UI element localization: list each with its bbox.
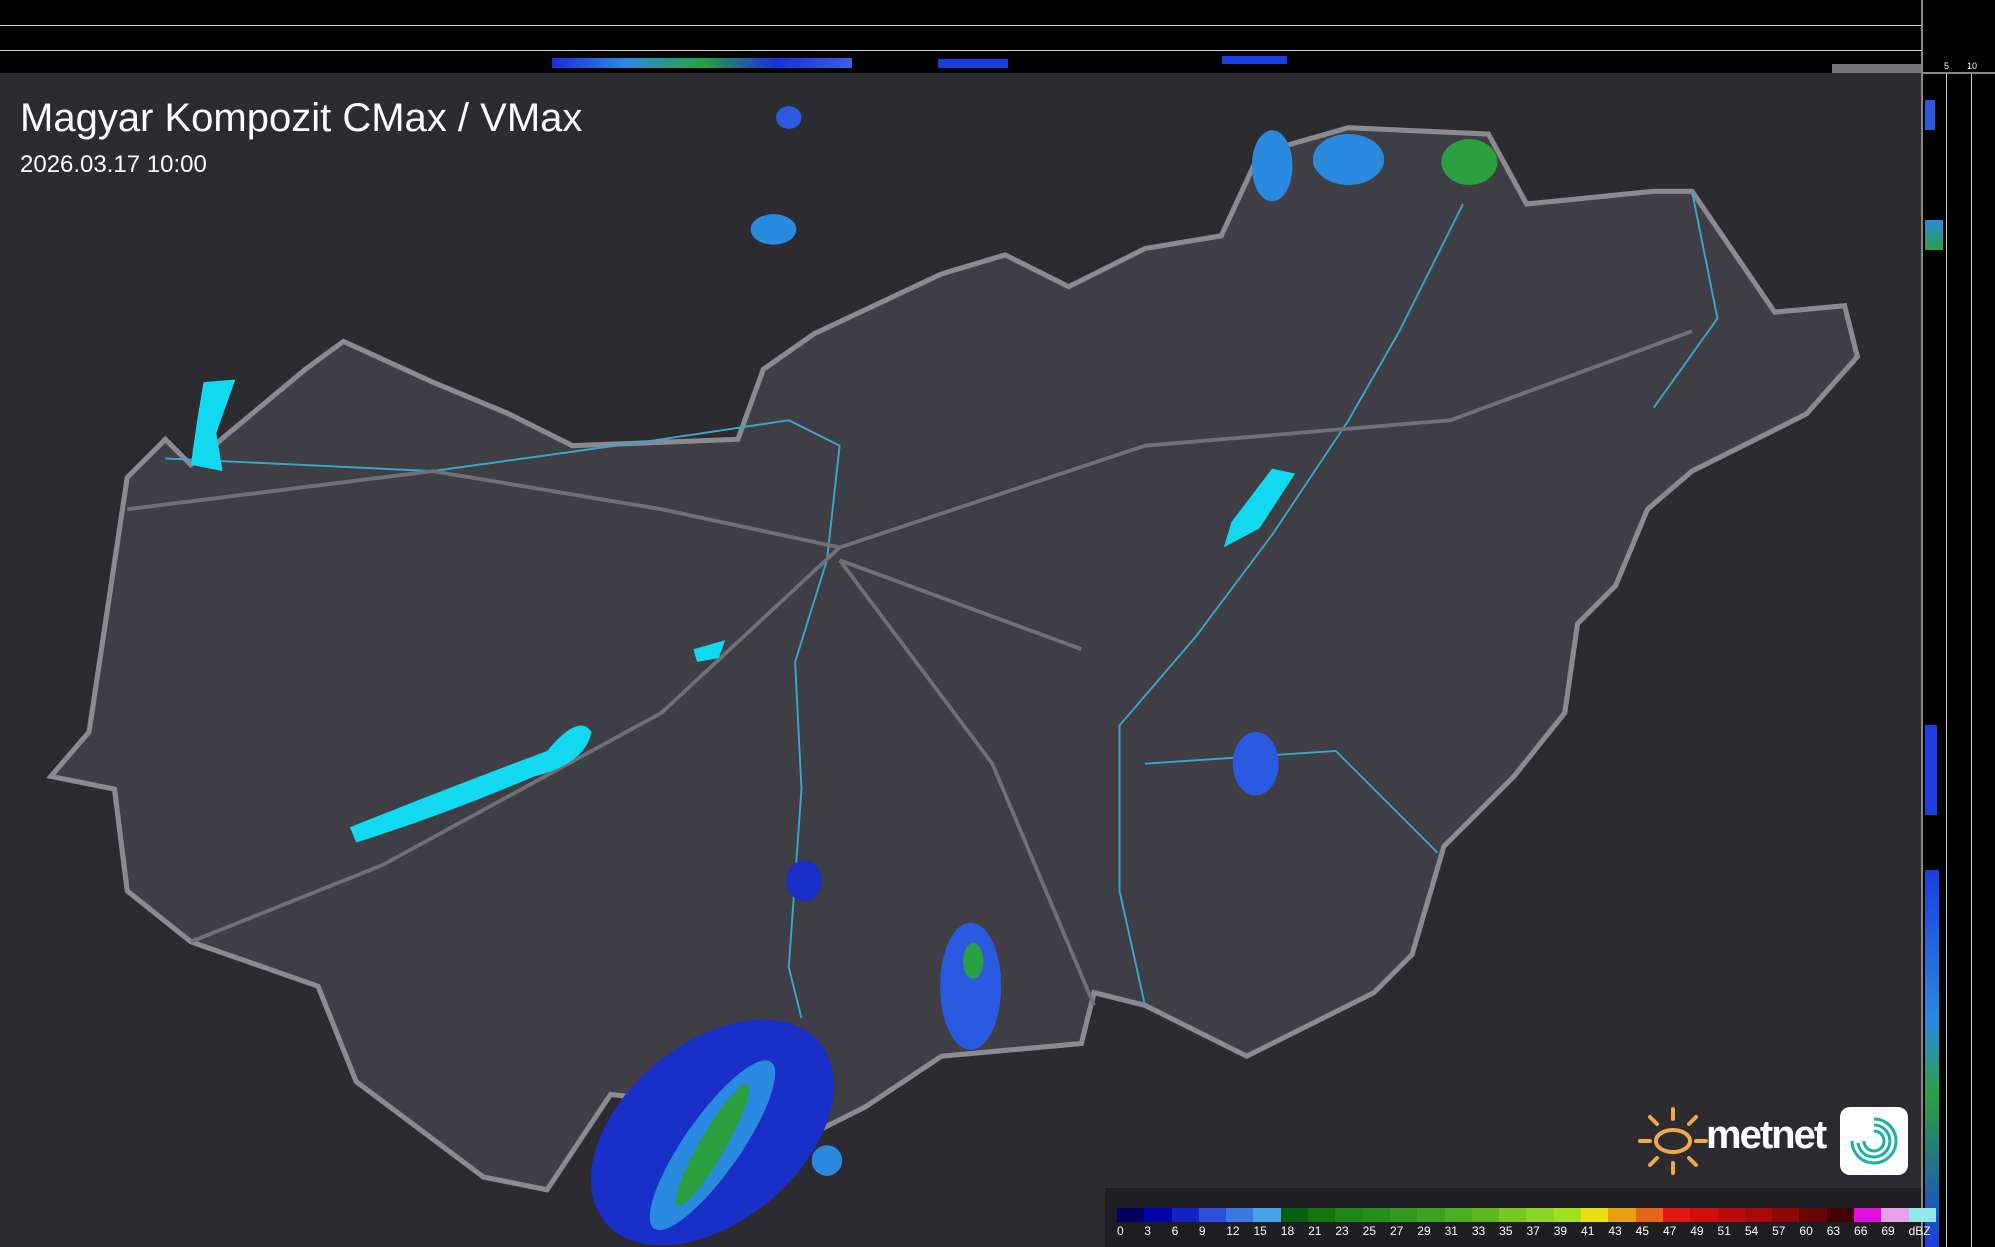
legend-label: 15 [1253,1224,1267,1238]
legend-swatch [1171,1208,1199,1222]
profile-echo [1925,100,1935,130]
divider [1921,72,1995,74]
profile-echo [1925,870,1939,1247]
profile-echo [552,58,852,68]
legend-labels: 0 3 6 9 12 15 18 21 23 25 27 29 31 33 35 37 39 41 43 45 47 49… [1117,1224,1936,1238]
legend-label: 49 [1690,1224,1704,1238]
gridline [1971,74,1972,1247]
legend-label: 18 [1280,1224,1295,1238]
profile-echo [1832,64,1921,73]
legend-swatch [1635,1208,1663,1222]
legend-swatch [1335,1208,1363,1222]
legend-swatch [1608,1208,1636,1222]
legend-swatch [1253,1208,1281,1222]
legend-label: 66 [1854,1224,1868,1238]
legend-label: 29 [1417,1224,1431,1238]
legend-label: 3 [1144,1224,1151,1238]
profile-echo [1222,56,1287,64]
legend-swatch [1198,1208,1227,1222]
legend-label: 6 [1171,1224,1179,1238]
legend-label: 54 [1744,1224,1759,1238]
metnet-logo: metnet [1638,1105,1908,1175]
dbz-color-legend: 0 3 6 9 12 15 18 21 23 25 27 29 31 33 35 37 39 41 43 45 47 49… [1105,1188,1936,1247]
gridline [0,25,1921,26]
legend-swatch [1444,1208,1472,1222]
lake-tisza [1223,468,1296,548]
legend-label: 23 [1335,1224,1349,1238]
precipitation-echoes [590,106,1498,1246]
gridline [1946,74,1947,1247]
legend-label: 31 [1444,1224,1458,1238]
legend-swatch [1826,1208,1855,1222]
legend-label: 47 [1662,1224,1677,1238]
legend-swatch [1553,1208,1582,1222]
legend-swatch [1854,1208,1882,1222]
legend-label: 35 [1499,1224,1513,1238]
legend-label: 9 [1198,1224,1206,1238]
legend-swatch [1308,1208,1336,1222]
legend-swatch [1772,1208,1800,1222]
lake-velence [693,640,726,662]
legend-label: 12 [1226,1224,1240,1238]
legend-unit: dBZ [1908,1224,1931,1238]
legend-label: 25 [1362,1224,1377,1238]
profile-echo [1925,725,1937,815]
legend-swatch [1744,1208,1773,1222]
legend-swatch [1662,1208,1691,1222]
legend-swatch [1799,1208,1827,1222]
divider [1921,0,1923,1247]
legend-label: 33 [1471,1224,1486,1238]
legend-label: 63 [1826,1224,1841,1238]
legend-label: 41 [1581,1224,1595,1238]
tick-label: 5 [1944,61,1950,71]
legend-swatch [1389,1208,1418,1222]
profile-echo [1925,220,1943,250]
legend-label: 39 [1553,1224,1568,1238]
legend-label: 60 [1799,1224,1813,1238]
roads [126,329,1693,1007]
legend-label: 21 [1308,1224,1322,1238]
legend-swatch [1471,1208,1500,1222]
legend-swatch [1280,1208,1309,1222]
legend-label: 37 [1526,1224,1540,1238]
gridline [0,50,1921,51]
swirl-logo-icon [1840,1107,1908,1175]
legend-label: 45 [1635,1224,1649,1238]
radar-map[interactable] [0,73,1921,1247]
tick-label: 10 [1967,61,1978,71]
logo-text: metnet [1706,1113,1827,1157]
vertical-profile-strip [1921,0,1995,1247]
profile-echo [938,59,1008,68]
legend-swatch [1717,1208,1745,1222]
legend-swatch [1499,1208,1527,1222]
legend-swatch [1226,1208,1254,1222]
legend-label: 0 [1117,1224,1124,1238]
legend-swatch [1690,1208,1718,1222]
lake-balaton [349,725,592,843]
legend-swatch [1362,1208,1390,1222]
legend-swatch [1881,1208,1909,1222]
legend-label: 69 [1881,1224,1895,1238]
sun-icon [1638,1107,1708,1175]
legend-label: 27 [1389,1224,1404,1238]
timestamp: 2026.03.17 10:00 [20,151,207,178]
legend-label: 57 [1772,1224,1786,1238]
legend-swatch [1581,1208,1609,1222]
lakes [190,379,1296,843]
legend-color-bar [1117,1208,1936,1222]
legend-swatch [1526,1208,1554,1222]
legend-swatch [1144,1208,1172,1222]
legend-label: 51 [1717,1224,1731,1238]
horizontal-profile-strip [0,0,1921,73]
legend-swatch [1117,1208,1145,1222]
legend-swatch [1908,1208,1936,1222]
legend-swatch [1417,1208,1445,1222]
lake-ferto [190,379,236,472]
map-title: Magyar Kompozit CMax / VMax [20,96,583,140]
legend-label: 43 [1608,1224,1622,1238]
